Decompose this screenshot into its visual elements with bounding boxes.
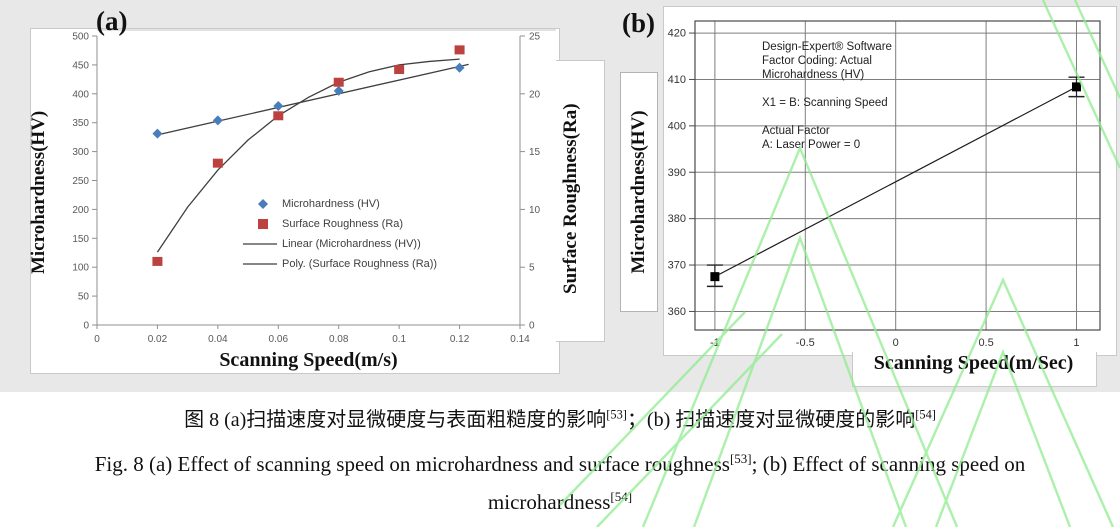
y2-tick-label: 15 <box>529 147 541 158</box>
caption-zh-ref-53: [53] <box>606 407 627 422</box>
chart-a-x-axis-title: Scanning Speed(m/s) <box>219 349 398 371</box>
legend-item: Microhardness (HV) <box>243 196 437 211</box>
y-tick-label: 150 <box>72 234 89 245</box>
square-marker <box>454 45 465 55</box>
diamond-marker <box>212 115 223 126</box>
y2-tick-label: 10 <box>529 205 541 216</box>
chart-a-legend: Microhardness (HV) Surface Roughness (Ra)… <box>243 196 437 276</box>
chart-b-x-axis-title: Scanning Speed(m/Sec) <box>873 352 1074 374</box>
legend-item: Linear (Microhardness (HV)) <box>243 236 437 251</box>
plot-border <box>694 20 1101 331</box>
square-marker <box>212 158 223 168</box>
y2-tick-label: 5 <box>529 263 535 274</box>
panel-b-label: (b) <box>622 8 655 38</box>
diamond-marker <box>454 62 465 73</box>
y-tick-label: 0 <box>83 321 89 332</box>
y-tick-label: 100 <box>72 263 89 274</box>
legend-label: Surface Roughness (Ra) <box>282 217 404 230</box>
chart-b-y-axis-title: Microhardness(HV) <box>628 110 649 274</box>
x-tick-label: 1 <box>1073 337 1079 349</box>
y-tick-label: 390 <box>668 167 686 179</box>
caption-en-text2: ; (b) Effect of scanning speed on <box>751 452 1026 476</box>
trend-line <box>157 63 469 136</box>
square-marker <box>273 111 284 121</box>
y-tick-label: 420 <box>668 28 686 40</box>
legend-label: Poly. (Surface Roughness (Ra)) <box>282 257 438 270</box>
chart-a-left-axis-title: Microhardness(HV) <box>28 110 49 274</box>
data-point-marker <box>710 272 720 282</box>
x-tick-label: -0.5 <box>796 337 815 349</box>
y-tick-label: 500 <box>72 32 89 43</box>
legend-square-icon <box>258 218 268 229</box>
y-tick-label: 370 <box>668 260 686 272</box>
y-tick-label: 360 <box>668 306 686 318</box>
trend-line <box>156 58 460 253</box>
x-tick-label: -1 <box>710 337 720 349</box>
caption-chinese: 图 8 (a)扫描速度对显微硬度与表面粗糙度的影响[53]；(b) 扫描速度对显… <box>0 403 1120 432</box>
caption-english-line2: microhardness[54] <box>0 489 1120 515</box>
x-tick-label: 0.04 <box>208 334 228 345</box>
caption-en-text: Fig. 8 (a) Effect of scanning speed on m… <box>94 452 730 476</box>
square-marker <box>333 77 344 87</box>
x-tick-label: 0.08 <box>329 334 349 345</box>
legend-item: Poly. (Surface Roughness (Ra)) <box>243 256 437 271</box>
caption-zh-text: 图 8 (a)扫描速度对显微硬度与表面粗糙度的影响 <box>184 409 607 431</box>
chart-b-y-axis-title-box: Microhardness(HV) <box>620 72 658 312</box>
caption-en-ref-54: [54] <box>610 489 633 504</box>
caption-zh-ref-54: [54] <box>915 407 936 422</box>
y2-tick-label: 0 <box>529 321 535 332</box>
legend-item: Surface Roughness (Ra) <box>243 216 437 231</box>
caption-english-line1: Fig. 8 (a) Effect of scanning speed on m… <box>0 451 1120 477</box>
y-tick-label: 400 <box>668 120 686 132</box>
square-marker <box>394 65 405 75</box>
square-marker <box>152 256 163 266</box>
data-point-marker <box>1071 82 1081 92</box>
y-tick-label: 50 <box>78 292 90 303</box>
y-tick-label: 380 <box>668 213 686 225</box>
caption-en-ref-53: [53] <box>729 451 752 466</box>
y-tick-label: 350 <box>72 118 89 129</box>
y2-tick-label: 25 <box>529 32 541 43</box>
x-tick-label: 0.06 <box>269 334 289 345</box>
x-tick-label: 0.5 <box>978 337 993 349</box>
chart-a-right-axis-title: Surface Roughness(Ra) <box>560 103 581 294</box>
legend-line-icon <box>243 262 277 265</box>
y-tick-label: 400 <box>72 89 89 100</box>
x-tick-label: 0 <box>893 337 899 349</box>
legend-label: Linear (Microhardness (HV)) <box>282 237 421 250</box>
diamond-marker <box>152 128 163 139</box>
y-tick-label: 250 <box>72 176 89 187</box>
chart-a-plot: 0501001502002503003504004505000510152025… <box>72 29 556 345</box>
y2-tick-label: 20 <box>529 89 541 100</box>
x-tick-label: 0.14 <box>510 334 530 345</box>
y-tick-label: 300 <box>72 147 89 158</box>
caption-en2-text: microhardness <box>487 490 611 514</box>
diamond-marker <box>273 100 284 111</box>
legend-line-icon <box>243 242 277 245</box>
legend-diamond-icon <box>258 198 268 209</box>
y-tick-label: 450 <box>72 60 89 71</box>
chart-b-software-annotation: Design-Expert® Software Factor Coding: A… <box>762 41 892 151</box>
x-tick-label: 0.12 <box>450 334 470 345</box>
x-tick-label: 0.02 <box>148 334 168 345</box>
caption-zh-text2: ；(b) 扫描速度对显微硬度的影响 <box>626 409 916 431</box>
legend-label: Microhardness (HV) <box>282 197 380 210</box>
diamond-marker <box>333 85 344 96</box>
panel-a-label: (a) <box>96 6 128 36</box>
chart-a-white-background <box>30 28 560 374</box>
y-tick-label: 410 <box>668 74 686 86</box>
x-tick-label: 0 <box>94 334 100 345</box>
y-tick-label: 200 <box>72 205 89 216</box>
x-tick-label: 0.1 <box>392 334 406 345</box>
